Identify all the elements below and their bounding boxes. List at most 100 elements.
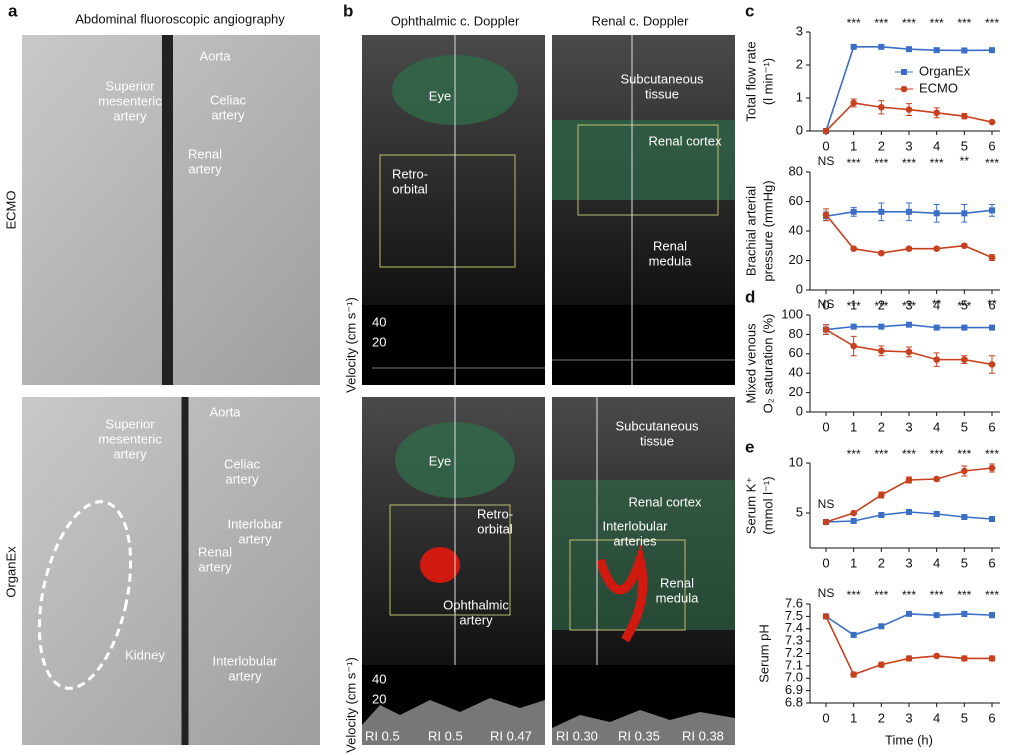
marker [850,509,857,517]
significance: *** [874,588,888,602]
y-tick-label: 7.0 [785,670,803,685]
y-tick-label: 6.9 [785,682,803,697]
annotation: Celiac [224,456,261,471]
x-tick-label: 2 [878,710,885,725]
significance: *** [902,588,916,602]
marker [850,631,857,638]
annotation: Renal [660,575,694,590]
annotation: orbital [477,521,513,536]
y-tick-label: 100 [781,306,803,321]
flow-signal [420,547,460,583]
significance: *** [847,299,861,313]
marker [850,99,857,107]
annotation: Interlobular [212,653,278,668]
annotation: Retro- [392,166,428,181]
y-tick-label: 60 [789,193,803,208]
annotation: medula [649,253,692,268]
marker [822,518,830,526]
marker [878,347,885,355]
y-tick-label: 10 [789,454,803,469]
marker [961,47,968,54]
marker [989,207,995,214]
annotation: Subcutaneous [615,418,699,433]
annotation: artery [225,471,259,486]
y-tick-label: 20 [789,252,803,267]
significance: ** [960,154,970,168]
axis-label: Velocity (cm s⁻¹) [343,657,358,753]
significance: *** [930,16,944,30]
y-axis-label: Mixed venous [743,323,758,404]
significance: ** [932,297,942,311]
marker [878,208,885,215]
y-tick-label: 2 [796,56,803,71]
annotation: artery [198,559,232,574]
annotation: Interlobar [228,516,284,531]
marker [933,511,940,517]
x-tick-label: 6 [988,555,995,570]
marker [878,512,885,518]
marker [961,356,968,363]
panel-letter: d [745,287,755,306]
annotation: tissue [640,433,674,448]
marker [850,518,857,524]
angiogram-organex [22,397,320,745]
x-tick-label: 4 [933,555,940,570]
marker [933,475,940,483]
row-label: ECMO [3,191,18,230]
x-tick-label: 1 [850,138,857,153]
marker [989,47,995,54]
annotation: Renal cortex [629,494,702,509]
significance: *** [957,16,971,30]
marker [988,361,996,368]
x-tick-label: 0 [822,297,829,312]
ri-label: RI 0.38 [682,728,724,743]
marker [961,324,968,331]
panel-letter: c [745,1,754,20]
waveform [552,710,735,745]
x-tick-label: 6 [988,297,995,312]
images [22,35,735,745]
y-axis-label: (mmol l⁻¹) [760,476,775,534]
flow-signal [595,543,648,643]
marker [905,106,913,113]
baseline [372,359,735,369]
annotation: medula [656,590,699,605]
annotation: mesenteric [98,93,162,108]
marker [850,342,857,350]
y-axis-label: Total flow rate [743,41,758,121]
ri-label: RI 0.5 [428,728,463,743]
annotation: Renal [198,544,232,559]
x-tick-label: 5 [961,419,968,434]
y-tick-label: 7.2 [785,645,803,660]
y-axis-label: O₂ saturation (%) [760,314,775,414]
y-axis-label: pressure (mmHg) [760,180,775,281]
y-tick-label: 7.6 [785,595,803,610]
annotation: Retro- [477,506,513,521]
marker [933,47,940,54]
doppler-box [389,504,511,616]
significance: *** [985,447,999,461]
x-tick-label: 5 [961,555,968,570]
marker [850,671,857,678]
marker [850,208,857,215]
significance: *** [930,588,944,602]
marker [878,43,885,50]
annotation: Superior [105,78,155,93]
x-tick-label: 3 [905,555,912,570]
annotation: artery [238,531,272,546]
marker [905,476,913,484]
annotation: arteries [613,533,657,548]
panel-letter: e [745,437,754,456]
marker [822,127,830,135]
annotation: Kidney [125,647,165,662]
legend-marker [900,85,908,93]
x-tick-label: 6 [988,710,995,725]
annotation: Eye [429,453,451,468]
legend-label: OrganEx [919,63,971,78]
annotation: Renal [188,146,222,161]
annotation: orbital [392,181,428,196]
y-axis-label: Brachial arterial [743,186,758,276]
marker [878,491,885,499]
x-tick-label: 4 [933,419,940,434]
